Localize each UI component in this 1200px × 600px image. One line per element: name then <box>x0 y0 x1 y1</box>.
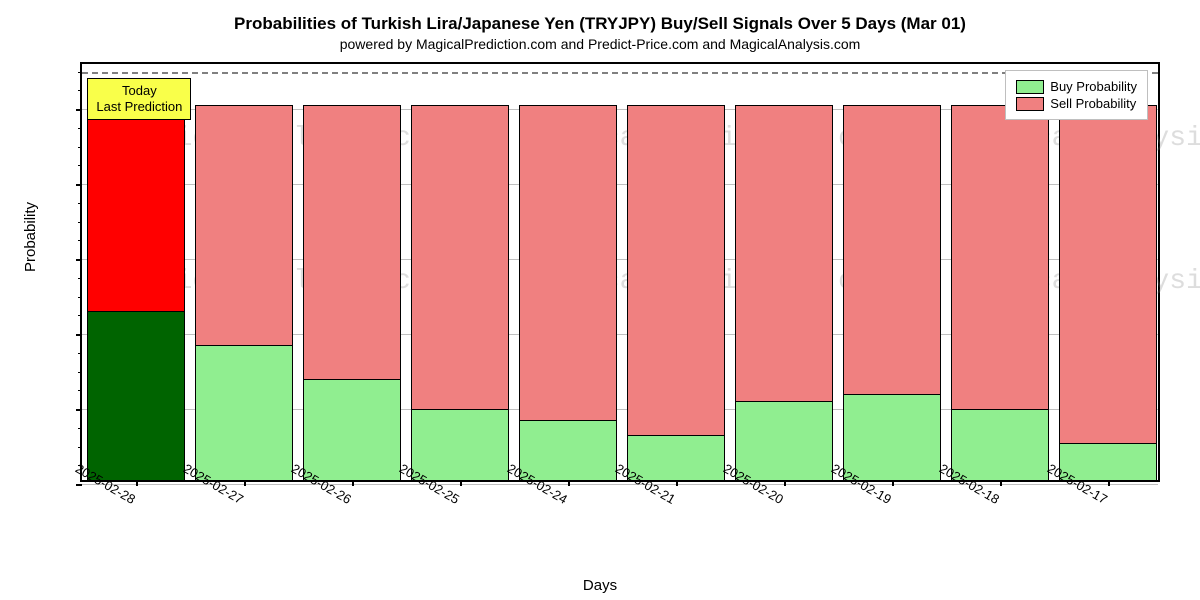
y-tick-mark <box>76 109 82 111</box>
sell-bar <box>735 105 832 401</box>
y-minor-tick <box>78 222 82 223</box>
sell-bar <box>951 105 1048 409</box>
y-minor-tick <box>78 447 82 448</box>
annotation-line1: Today <box>96 83 182 99</box>
sell-bar <box>303 105 400 379</box>
x-tick-mark <box>1000 480 1002 486</box>
legend: Buy Probability Sell Probability <box>1005 70 1148 120</box>
y-minor-tick <box>78 128 82 129</box>
x-tick-mark <box>568 480 570 486</box>
x-tick-mark <box>244 480 246 486</box>
bar-group <box>951 60 1048 480</box>
buy-bar <box>951 409 1048 480</box>
y-minor-tick <box>78 147 82 148</box>
y-minor-tick <box>78 315 82 316</box>
bar-group <box>87 60 184 480</box>
buy-bar <box>411 409 508 480</box>
y-minor-tick <box>78 372 82 373</box>
bar-group <box>627 60 724 480</box>
y-minor-tick <box>78 297 82 298</box>
y-minor-tick <box>78 240 82 241</box>
bar-group <box>1059 60 1156 480</box>
buy-bar <box>735 401 832 480</box>
chart-container: Probabilities of Turkish Lira/Japanese Y… <box>0 0 1200 600</box>
x-tick-mark <box>784 480 786 486</box>
x-tick-mark <box>136 480 138 486</box>
legend-label: Sell Probability <box>1050 96 1136 111</box>
sell-bar <box>195 105 292 345</box>
plot-area-wrap: MagicalAnalysis.comMagicalPrediction.com… <box>80 62 1160 482</box>
y-minor-tick <box>78 390 82 391</box>
y-minor-tick <box>78 428 82 429</box>
plot-area: MagicalAnalysis.comMagicalPrediction.com… <box>80 62 1160 482</box>
sell-bar <box>627 105 724 435</box>
legend-label: Buy Probability <box>1050 79 1137 94</box>
x-tick-mark <box>892 480 894 486</box>
y-minor-tick <box>78 165 82 166</box>
chart-title: Probabilities of Turkish Lira/Japanese Y… <box>20 14 1180 34</box>
x-tick-mark <box>352 480 354 486</box>
today-annotation: TodayLast Prediction <box>87 78 191 121</box>
y-minor-tick <box>78 278 82 279</box>
sell-bar <box>519 105 616 420</box>
annotation-line2: Last Prediction <box>96 99 182 115</box>
y-tick-mark <box>76 184 82 186</box>
y-axis-label: Probability <box>22 202 39 272</box>
x-tick-mark <box>1108 480 1110 486</box>
bar-group <box>519 60 616 480</box>
y-tick-mark <box>76 484 82 486</box>
sell-bar <box>87 105 184 311</box>
y-minor-tick <box>78 353 82 354</box>
bar-group <box>735 60 832 480</box>
legend-swatch <box>1016 97 1044 111</box>
y-tick-mark <box>76 259 82 261</box>
legend-item: Buy Probability <box>1016 79 1137 94</box>
bar-group <box>195 60 292 480</box>
bar-group <box>411 60 508 480</box>
legend-item: Sell Probability <box>1016 96 1137 111</box>
y-tick-mark <box>76 334 82 336</box>
bar-group <box>843 60 940 480</box>
x-tick-mark <box>676 480 678 486</box>
legend-swatch <box>1016 80 1044 94</box>
bar-group <box>303 60 400 480</box>
sell-bar <box>411 105 508 409</box>
sell-bar <box>1059 105 1156 443</box>
chart-subtitle: powered by MagicalPrediction.com and Pre… <box>20 36 1180 52</box>
x-tick-mark <box>460 480 462 486</box>
x-axis-label: Days <box>0 577 1200 594</box>
sell-bar <box>843 105 940 394</box>
y-minor-tick <box>78 90 82 91</box>
y-tick-mark <box>76 409 82 411</box>
y-minor-tick <box>78 203 82 204</box>
